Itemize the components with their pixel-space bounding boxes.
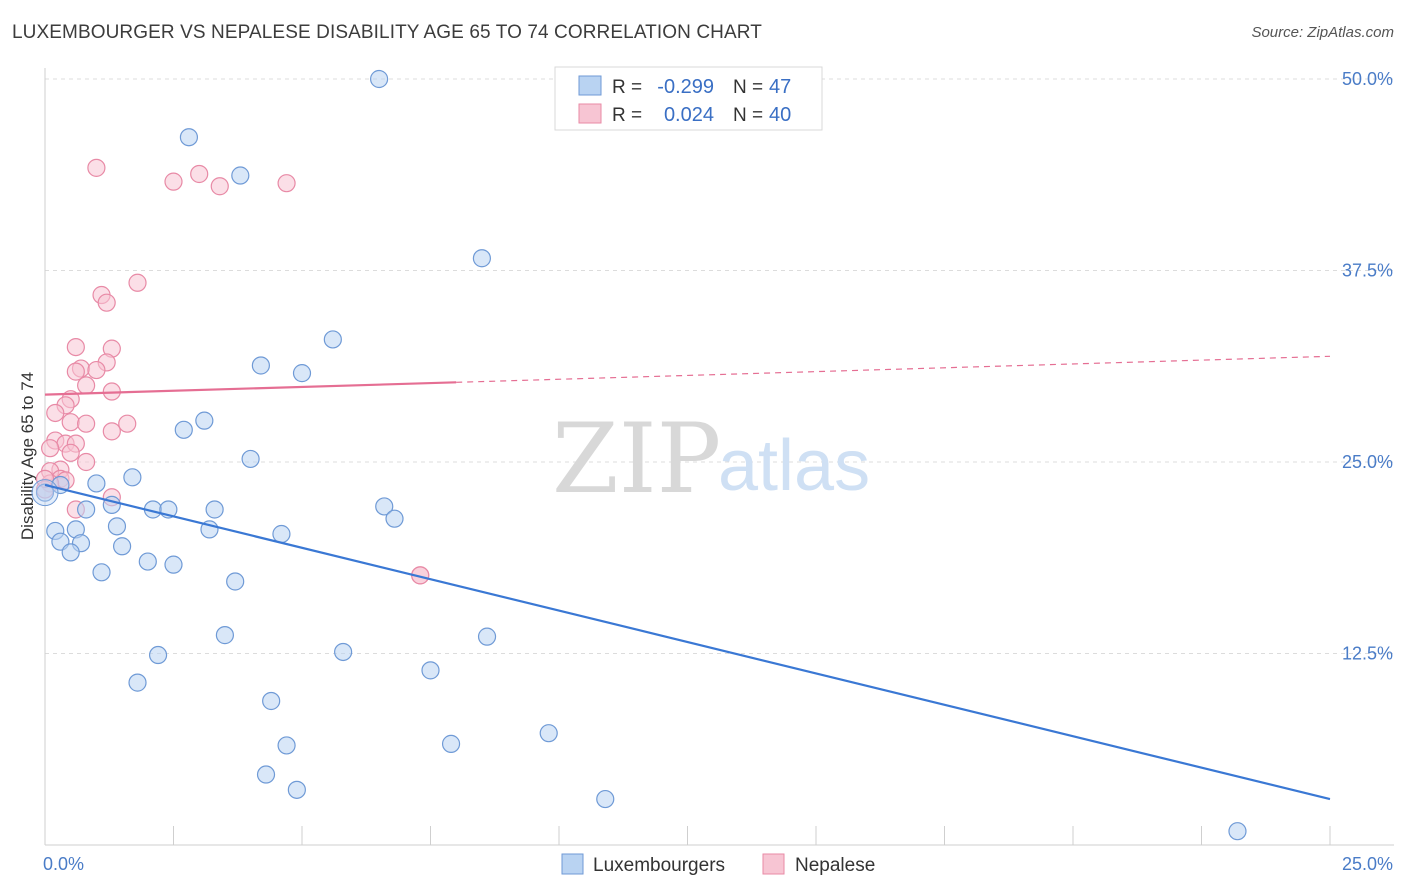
legend-r-value-1: 0.024 xyxy=(664,104,714,126)
x-tick-label-0: 0.0% xyxy=(43,854,84,874)
legend-r-label-0: R = xyxy=(612,77,642,98)
legend-n-value-0: 47 xyxy=(769,76,791,98)
luxembourgers-point-21 xyxy=(107,517,127,536)
luxembourgers-points xyxy=(31,69,1247,841)
luxembourgers-point-33 xyxy=(226,572,245,591)
legend-n-value-1: 40 xyxy=(769,104,791,126)
luxembourgers-point-19 xyxy=(375,497,394,516)
luxembourgers-point-29 xyxy=(61,543,80,562)
luxembourgers-point-1 xyxy=(179,128,199,147)
y-tick-labels: 12.5% 25.0% 37.5% 50.0% xyxy=(1342,69,1393,664)
luxembourgers-point-45 xyxy=(287,780,306,799)
luxembourgers-point-34 xyxy=(215,626,234,645)
luxembourgers-point-2 xyxy=(231,166,250,185)
luxembourgers-point-35 xyxy=(477,627,497,646)
luxembourgers-point-0 xyxy=(370,69,389,89)
luxembourgers-point-23 xyxy=(272,524,291,544)
watermark-atlas: atlas xyxy=(718,426,870,506)
luxembourgers-point-42 xyxy=(441,734,461,753)
luxembourgers-point-large xyxy=(31,479,59,507)
luxembourgers-point-18 xyxy=(77,500,96,519)
series-legend: Luxembourgers Nepalese xyxy=(561,853,875,876)
watermark-zip: ZIP xyxy=(552,403,721,515)
nepalese-point-9 xyxy=(66,338,85,357)
grid-lines xyxy=(45,78,1394,654)
bottom-legend-label-1: Nepalese xyxy=(795,855,875,876)
nepalese-trend-line-dashed xyxy=(456,355,1331,383)
luxembourgers-point-44 xyxy=(256,765,276,784)
luxembourgers-point-8 xyxy=(174,420,193,439)
luxembourgers-point-30 xyxy=(138,552,157,571)
nepalese-point-21 xyxy=(118,414,137,433)
nepalese-point-20 xyxy=(77,414,96,433)
nepalese-point-2 xyxy=(190,164,209,184)
nepalese-point-18 xyxy=(46,403,65,423)
luxembourgers-point-46 xyxy=(596,789,615,809)
luxembourgers-point-11 xyxy=(87,474,106,493)
nepalese-point-13 xyxy=(66,362,85,381)
source-label: Source: ZipAtlas.com xyxy=(1251,24,1394,41)
luxembourgers-point-17 xyxy=(205,500,224,519)
bottom-legend-label-0: Luxembourgers xyxy=(593,855,725,876)
bottom-legend-swatch-0 xyxy=(561,853,584,875)
nepalese-point-22 xyxy=(102,422,121,441)
luxembourgers-point-31 xyxy=(164,555,183,574)
luxembourgers-point-32 xyxy=(92,563,111,582)
luxembourgers-point-9 xyxy=(241,449,260,469)
luxembourgers-point-7 xyxy=(195,411,214,430)
luxembourgers-point-6 xyxy=(292,364,312,383)
nepalese-trend-line-solid xyxy=(44,381,457,396)
legend-swatch-1 xyxy=(578,103,602,124)
nepalese-point-3 xyxy=(210,177,229,196)
nepalese-point-19 xyxy=(61,413,80,432)
nepalese-point-4 xyxy=(277,174,296,193)
luxembourgers-point-43 xyxy=(539,724,558,743)
y-tick-label-3: 50.0% xyxy=(1342,69,1393,89)
nepalese-point-26 xyxy=(41,439,60,458)
legend-n-label-1: N = xyxy=(733,105,763,126)
nepalese-points xyxy=(35,158,430,585)
y-tick-label-2: 37.5% xyxy=(1342,261,1393,281)
luxembourgers-trend-line xyxy=(44,483,1331,801)
nepalese-point-12 xyxy=(87,360,106,380)
x-tick-labels: 0.0% 25.0% xyxy=(43,854,1393,874)
nepalese-point-7 xyxy=(97,293,116,312)
luxembourgers-point-3 xyxy=(472,249,491,268)
y-axis-label: Disability Age 65 to 74 xyxy=(18,372,37,540)
luxembourgers-point-20 xyxy=(385,509,404,528)
y-tick-label-1: 25.0% xyxy=(1342,452,1393,472)
luxembourgers-point-39 xyxy=(128,673,147,692)
luxembourgers-point-5 xyxy=(251,356,270,375)
bottom-legend-swatch-1 xyxy=(762,853,785,875)
axes xyxy=(44,68,1394,846)
legend-r-label-1: R = xyxy=(612,105,642,126)
luxembourgers-point-28 xyxy=(112,537,132,556)
nepalese-point-28 xyxy=(77,452,96,472)
correlation-legend: R = -0.299 N = 47 R = 0.024 N = 40 xyxy=(554,66,823,131)
luxembourgers-point-40 xyxy=(262,691,281,711)
y-tick-label-0: 12.5% xyxy=(1342,644,1393,664)
nepalese-point-1 xyxy=(164,172,183,191)
luxembourgers-point-37 xyxy=(334,642,353,662)
nepalese-point-14 xyxy=(77,376,96,395)
chart-title: LUXEMBOURGER VS NEPALESE DISABILITY AGE … xyxy=(12,22,762,43)
legend-n-label-0: N = xyxy=(733,77,763,98)
watermark: ZIP atlas xyxy=(552,403,870,515)
legend-swatch-0 xyxy=(578,75,602,96)
luxembourgers-point-47 xyxy=(1228,822,1247,841)
nepalese-point-0 xyxy=(87,158,106,177)
legend-r-value-0: -0.299 xyxy=(657,76,714,98)
luxembourgers-point-10 xyxy=(123,468,142,487)
luxembourgers-point-12 xyxy=(35,483,55,502)
luxembourgers-point-38 xyxy=(421,661,440,680)
x-tick-label-1: 25.0% xyxy=(1342,854,1393,874)
luxembourgers-point-36 xyxy=(148,645,168,665)
luxembourgers-point-4 xyxy=(323,330,342,349)
luxembourgers-point-41 xyxy=(277,736,296,755)
nepalese-point-5 xyxy=(128,273,147,292)
nepalese-point-27 xyxy=(61,443,80,462)
trend-lines xyxy=(44,355,1331,801)
